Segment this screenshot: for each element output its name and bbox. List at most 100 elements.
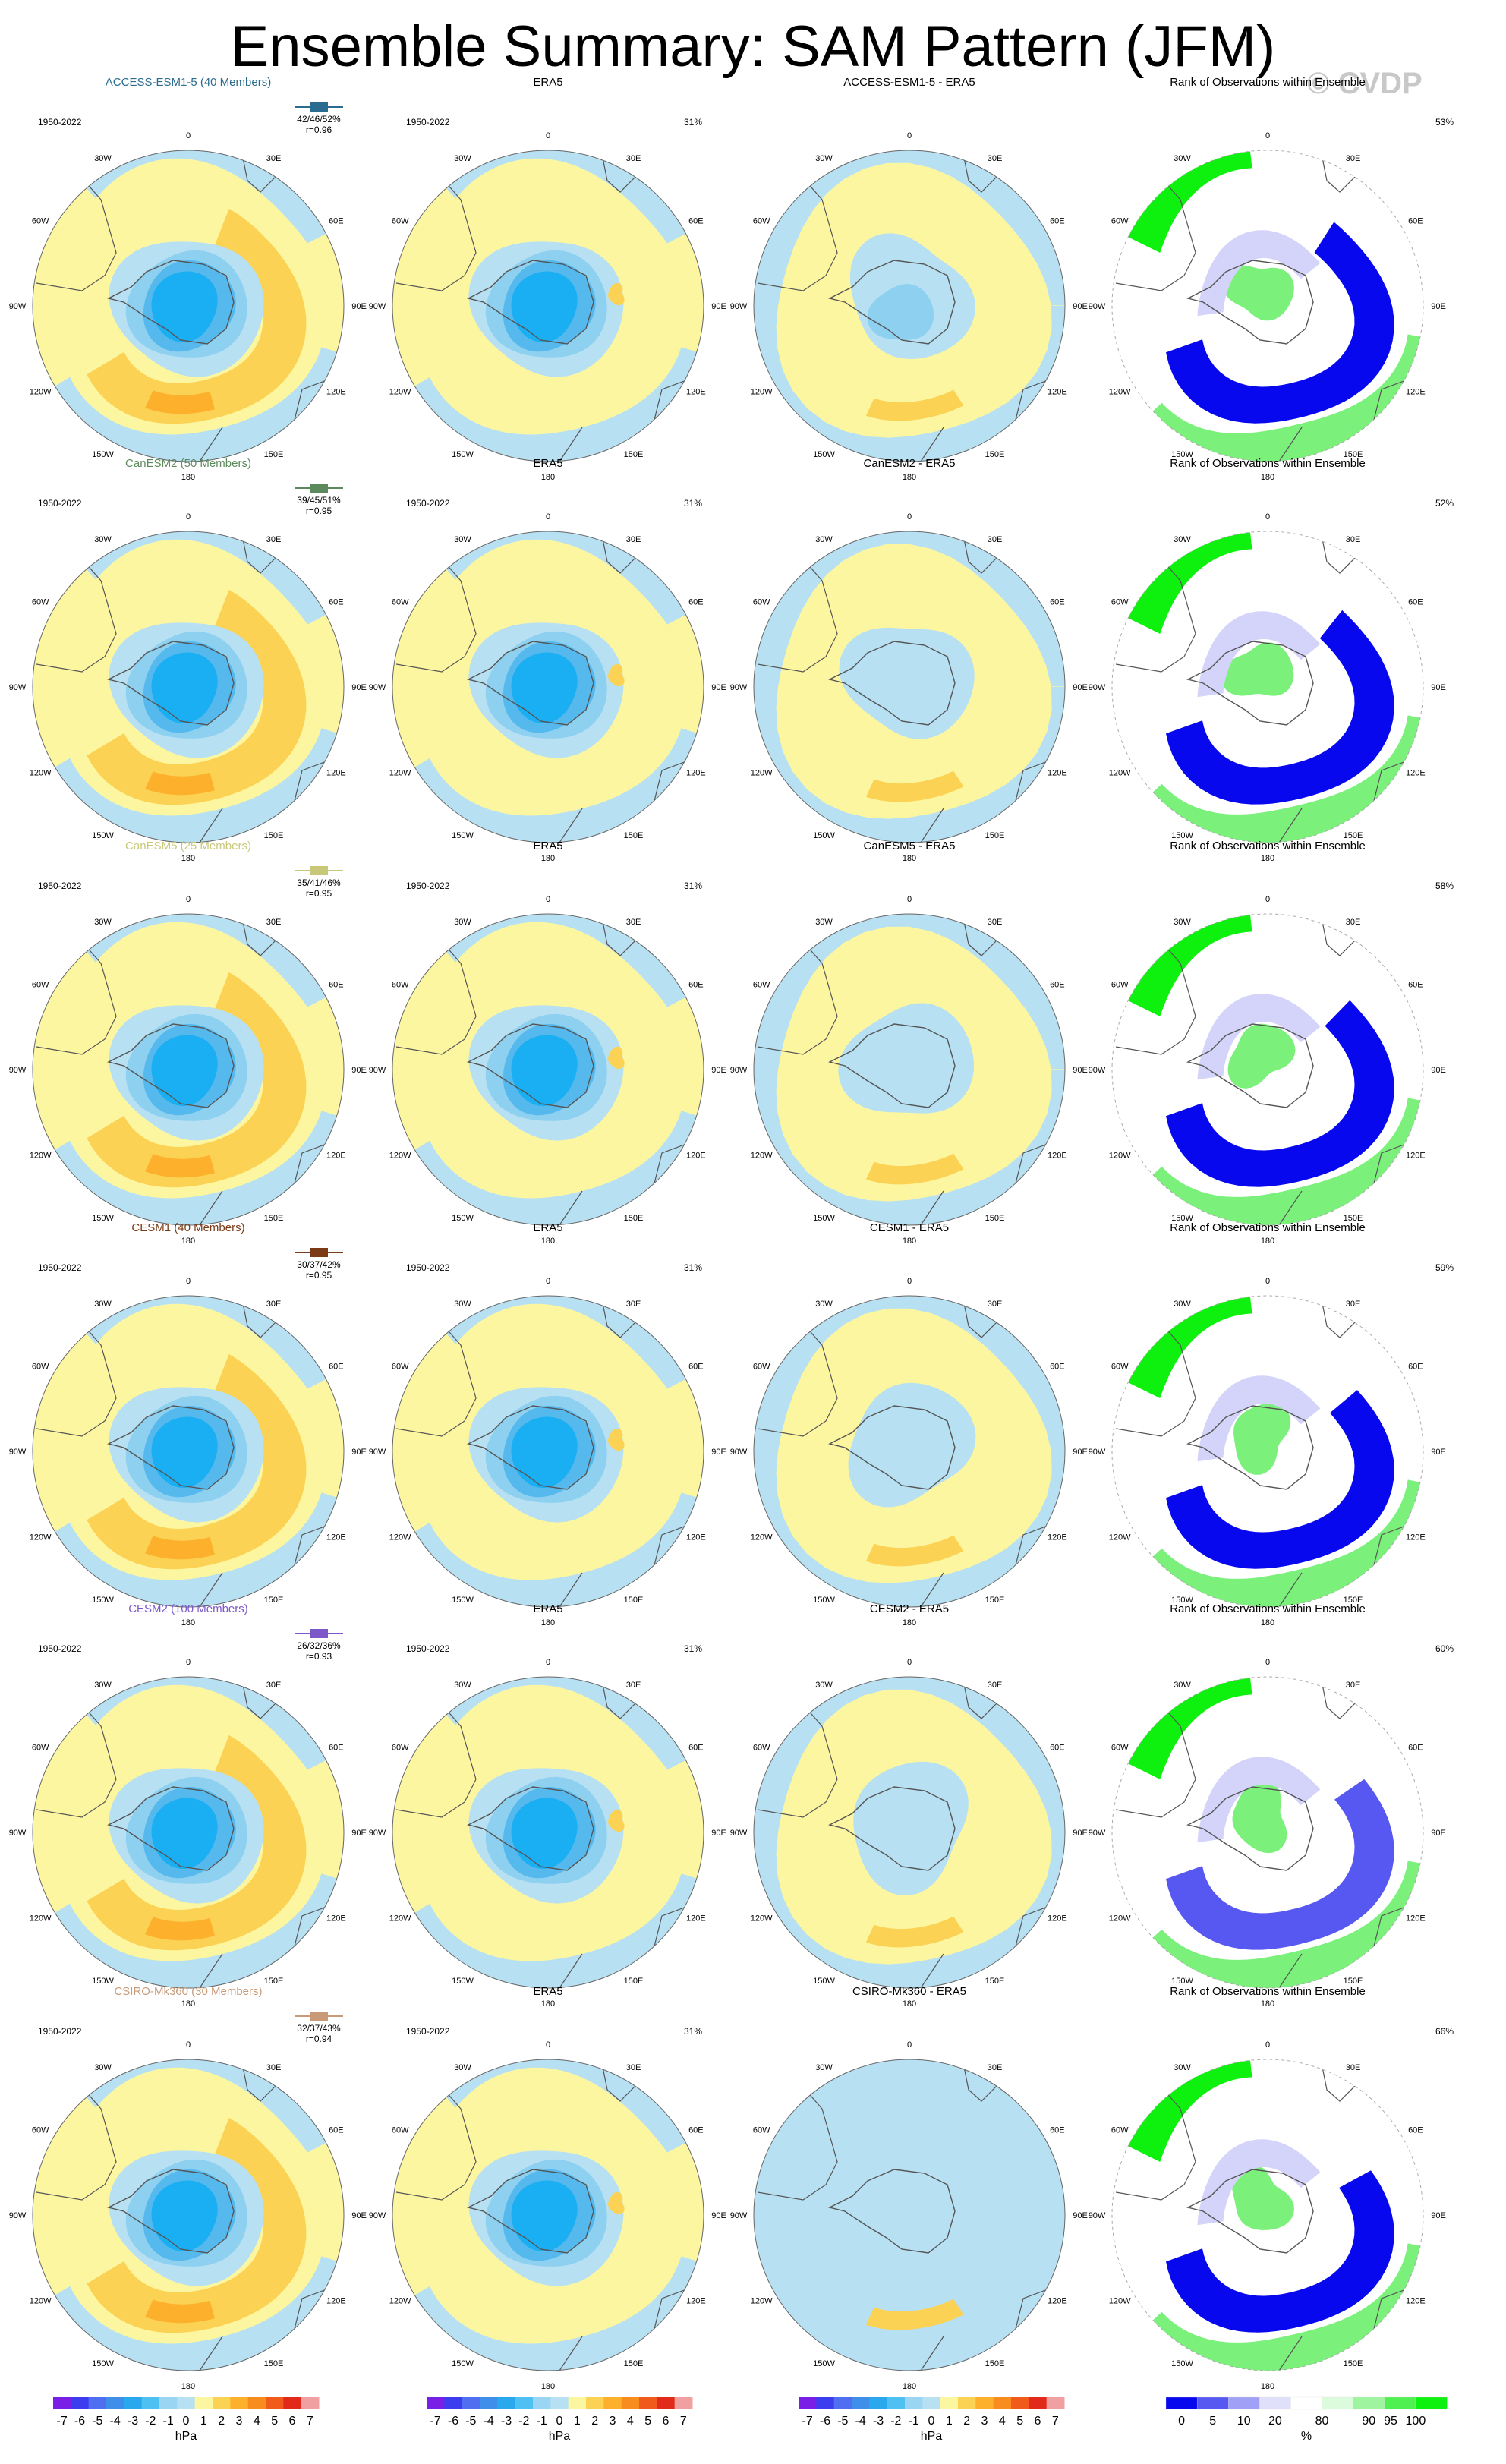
rank-pct-label: 52%	[1435, 498, 1454, 509]
lon-label: 90W	[369, 683, 386, 692]
lon-label: 30W	[94, 535, 112, 544]
lon-label: 120E	[1406, 1914, 1426, 1924]
lon-label: 150W	[452, 450, 474, 459]
model-panel-title: CanESM5 (25 Members)	[125, 840, 251, 852]
colorbar-swatch	[1165, 2396, 1198, 2410]
lon-label: 120W	[30, 1152, 52, 1161]
colorbar-swatch	[940, 2397, 959, 2409]
lon-label: 0	[1265, 131, 1270, 140]
lon-label: 60W	[392, 217, 409, 226]
africa-coastline	[962, 1677, 1001, 1719]
positive-difference-band	[865, 770, 964, 802]
colorbar-tick-label: 3	[610, 2415, 616, 2428]
map-border	[753, 531, 1066, 843]
lon-label: 30E	[988, 1300, 1003, 1309]
colorbar-tick-label: 6	[289, 2415, 296, 2428]
map-fill	[1112, 914, 1423, 1225]
lon-label: 60W	[753, 217, 770, 226]
lon-label: 120E	[1048, 1152, 1067, 1161]
lon-label: 60W	[753, 1363, 770, 1372]
africa-coastline	[241, 2059, 280, 2102]
lon-label: 150E	[264, 1977, 284, 1986]
era5-panel-title: ERA5	[533, 1602, 562, 1615]
era5-panel-title: ERA5	[533, 1221, 562, 1234]
era5-pattern-panel: ERA5 1950-2022 31% 0 30E 60E 90E 120E 150E 180 150…	[369, 76, 726, 482]
lon-label: 120E	[686, 2297, 706, 2306]
lon-label: 180	[541, 1237, 555, 1246]
lon-label: 30W	[1174, 918, 1191, 927]
rank-panel: Rank of Observations within Ensemble 60% 0…	[1089, 1602, 1454, 2009]
lon-label: 60E	[688, 598, 704, 607]
lon-label: 90E	[711, 683, 726, 692]
africa-coastline	[962, 150, 1001, 193]
colorbar-tick-label: -1	[163, 2415, 174, 2428]
lon-label: 60E	[1408, 1363, 1423, 1372]
lon-label: 90E	[711, 1066, 726, 1075]
rank-pct-label: 66%	[1435, 2026, 1454, 2037]
colorbar-swatch	[816, 2397, 835, 2409]
africa-coastline	[600, 1677, 640, 1719]
map-border	[32, 913, 345, 1226]
polar-low-core	[511, 1798, 578, 1869]
lon-label: 150E	[985, 1214, 1005, 1223]
new-zealand-coastline	[199, 1572, 223, 1607]
new-zealand-coastline	[1278, 1572, 1303, 1607]
lon-label: 60E	[1050, 1744, 1065, 1753]
colorbar-tick-label: 4	[999, 2415, 1006, 2428]
outer-negative-band	[754, 1296, 1065, 1607]
antarctica-coastline	[1186, 260, 1314, 345]
outer-negative-band	[754, 1677, 1065, 1988]
lon-label: 60E	[688, 1744, 704, 1753]
lon-label: 30E	[626, 1681, 641, 1690]
positive-difference-band	[865, 1535, 964, 1567]
spread-box-icon	[310, 2012, 328, 2021]
model-r-label: r=0.94	[306, 2034, 332, 2044]
south-america-coastline	[1115, 2078, 1196, 2201]
colorbar-tick-label: 7	[680, 2415, 687, 2428]
positive-anomaly-core	[145, 390, 215, 414]
colorbar-tick-label: 1	[200, 2415, 207, 2428]
low-rank-spiral	[1166, 610, 1394, 805]
lon-label: 120W	[751, 1914, 773, 1924]
colorbar-tick-label: 5	[644, 2415, 651, 2428]
lon-label: 90W	[369, 1066, 386, 1075]
lon-label: 60W	[32, 981, 49, 990]
colorbar-tick-label: 0	[183, 2415, 190, 2428]
period-label: 1950-2022	[406, 881, 450, 891]
lon-label: 30W	[94, 1300, 112, 1309]
lon-label: 150W	[813, 1977, 835, 1986]
lon-label: 150W	[452, 1214, 474, 1223]
lon-label: 60E	[1050, 598, 1065, 607]
lon-label: 180	[903, 1999, 916, 2009]
model-r-label: r=0.96	[306, 124, 332, 135]
difference-panel: CanESM2 - ERA5 0 30E 60E 90E 120E 150E 180 150W 1…	[730, 457, 1088, 863]
colorbar-swatch	[497, 2397, 516, 2409]
polar-negative-region	[852, 2137, 963, 2274]
colorbar-swatch	[603, 2397, 622, 2409]
lon-label: 120E	[1406, 388, 1426, 397]
lon-label: 180	[541, 854, 555, 863]
lon-label: 150E	[624, 1596, 644, 1605]
colorbar-swatch	[427, 2397, 445, 2409]
colorbar-tick-label: 6	[1035, 2415, 1041, 2428]
lon-label: 90E	[1073, 683, 1088, 692]
lon-label: 180	[903, 2382, 916, 2391]
new-zealand-coastline	[1278, 2336, 1303, 2371]
lon-label: 90W	[369, 2211, 386, 2220]
rank-pct-label: 58%	[1435, 881, 1454, 891]
africa-coastline	[241, 1296, 280, 1338]
map-fill	[392, 1296, 704, 1607]
difference-panel: ACCESS-ESM1-5 - ERA5 0 30E 60E 90E 120E 150E 18…	[730, 76, 1088, 482]
lon-label: 120W	[751, 2297, 773, 2306]
high-rank-region	[1115, 2059, 1252, 2162]
low-rank-inner	[1197, 611, 1321, 698]
model-stats-label: 42/46/52%	[297, 114, 341, 124]
colorbar-swatch	[88, 2397, 107, 2409]
lon-label: 150E	[985, 831, 1005, 840]
lon-label: 120E	[686, 1533, 706, 1542]
colorbar-swatch	[621, 2397, 640, 2409]
era5-pattern-panel: ERA5 1950-2022 31% 0 30E 60E 90E 120E 150E 180 150…	[369, 1602, 726, 2009]
lon-label: 90E	[351, 683, 367, 692]
outer-negative-band	[754, 914, 1065, 1225]
lon-label: 120E	[1048, 1914, 1067, 1924]
